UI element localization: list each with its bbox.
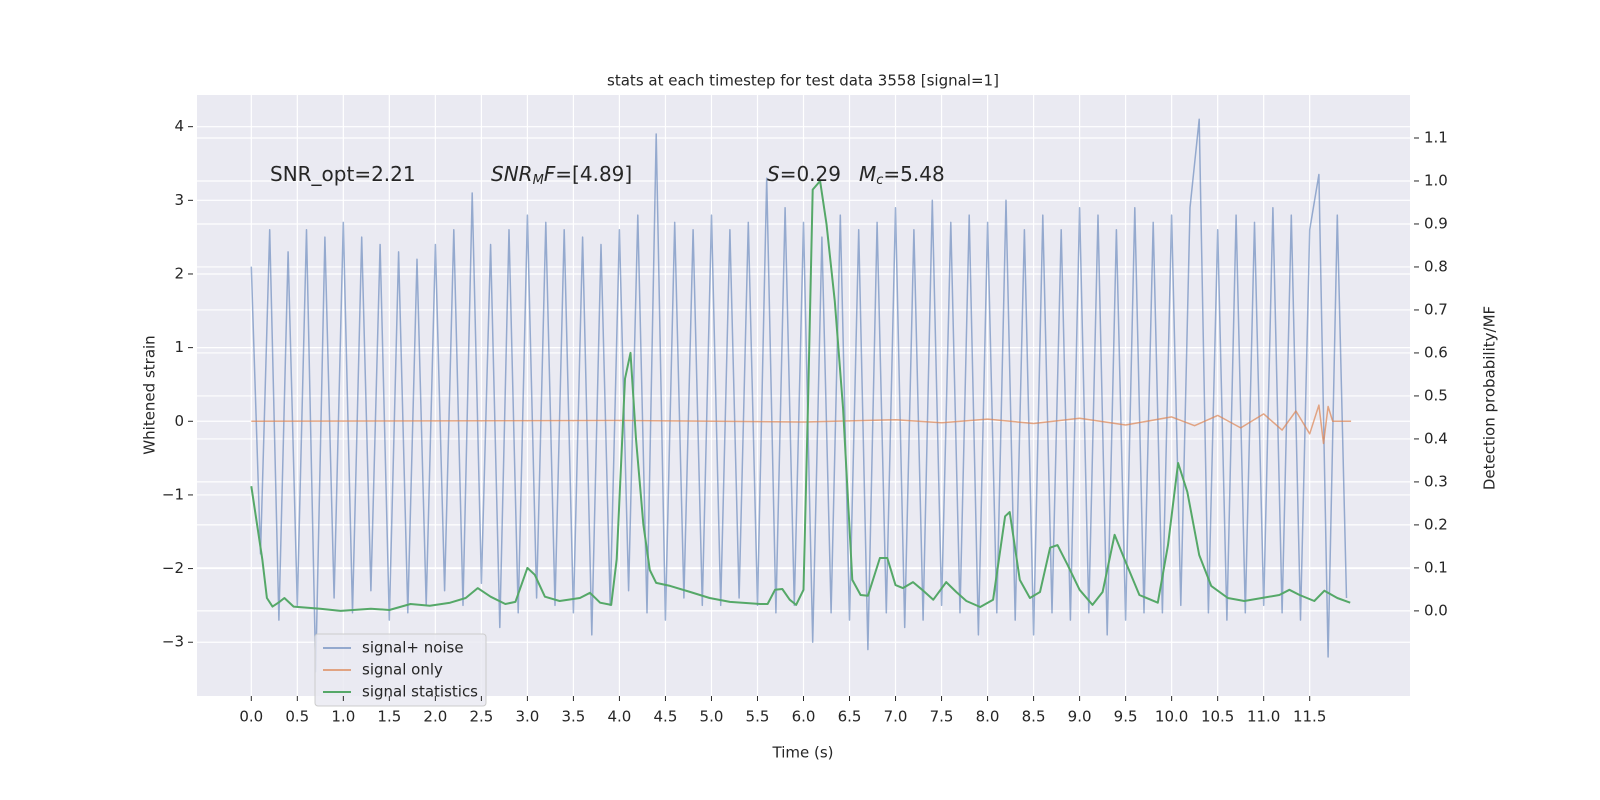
annotation-text: c <box>876 173 883 188</box>
annotation-text: SNR_opt=2.21 <box>270 162 416 186</box>
x-tick-label: 10.5 <box>1201 708 1234 726</box>
y2-tick-label: 0.2 <box>1424 515 1448 533</box>
y-tick-label: 4 <box>174 117 184 135</box>
x-tick-label: 8.5 <box>1022 708 1046 726</box>
x-tick-label: 11.5 <box>1293 708 1326 726</box>
x-tick-label: 0.0 <box>239 708 263 726</box>
series-line <box>250 118 1348 673</box>
annotation-text: F <box>544 162 556 186</box>
y2-tick-label: 0.3 <box>1424 472 1448 490</box>
y-tick-label: 3 <box>174 191 184 209</box>
y-tick-label: 1 <box>174 338 184 356</box>
x-tick-label: 4.5 <box>654 708 678 726</box>
annotation-text: =[4.89] <box>555 162 632 186</box>
x-tick-label: 2.0 <box>423 708 447 726</box>
legend-label: signal statistics <box>362 683 478 701</box>
annotation-text: SNR <box>491 162 533 186</box>
y2-tick-label: 1.0 <box>1424 171 1448 189</box>
x-axis-label: Time (s) <box>772 744 834 762</box>
legend-label: signal+ noise <box>362 639 464 657</box>
x-tick-label: 3.0 <box>515 708 539 726</box>
y-tick-label: −2 <box>162 559 184 577</box>
chart-title: stats at each timestep for test data 355… <box>607 72 999 90</box>
y-tick-label: −3 <box>162 633 184 651</box>
annotation-text: =5.48 <box>883 162 944 186</box>
annotation: SNRMF=[4.89] <box>491 162 632 188</box>
series-line <box>251 404 1352 445</box>
y-tick-label: 2 <box>174 264 184 282</box>
x-tick-label: 0.5 <box>285 708 309 726</box>
legend-box <box>314 633 487 707</box>
marks <box>250 118 1352 673</box>
x-tick-label: 7.5 <box>930 708 954 726</box>
y2-tick-label: 0.0 <box>1424 601 1448 619</box>
x-tick-label: 9.0 <box>1068 708 1092 726</box>
y2-tick-label: 0.6 <box>1424 343 1448 361</box>
y-axis-label: Whitened strain <box>141 335 159 454</box>
y-tick-label: 0 <box>174 412 184 430</box>
y-tick-label: −1 <box>162 485 184 503</box>
y2-tick-label: 1.1 <box>1424 128 1448 146</box>
x-tick-label: 11.0 <box>1247 708 1280 726</box>
y2-tick-label: 0.4 <box>1424 429 1448 447</box>
legend: signal+ noise signal only signal statistic… <box>314 633 487 707</box>
y2-tick-label: 0.8 <box>1424 257 1448 275</box>
annotation-text: M <box>859 162 876 186</box>
y2-tick-label: 0.1 <box>1424 558 1448 576</box>
annotation: SNR_opt=2.21 <box>270 162 416 186</box>
y2-tick-label: 0.9 <box>1424 214 1448 232</box>
annotation: Mc=5.48 <box>859 162 945 188</box>
y2-tick-label: 0.7 <box>1424 300 1448 318</box>
annotation-text: M <box>533 173 544 188</box>
y2-axis-label: Detection probability/MF <box>1481 306 1499 490</box>
x-tick-label: 8.0 <box>976 708 1000 726</box>
x-tick-label: 5.5 <box>746 708 770 726</box>
x-tick-label: 6.0 <box>792 708 816 726</box>
x-tick-label: 4.0 <box>608 708 632 726</box>
x-tick-label: 2.5 <box>469 708 493 726</box>
x-tick-label: 1.5 <box>377 708 401 726</box>
x-tick-label: 9.5 <box>1114 708 1138 726</box>
annotation-text: S <box>767 162 780 186</box>
y2-tick-label: 0.5 <box>1424 386 1448 404</box>
x-tick-label: 10.0 <box>1155 708 1188 726</box>
x-tick-label: 6.5 <box>838 708 862 726</box>
annotation: S=0.29 <box>767 162 841 186</box>
legend-label: signal only <box>362 661 443 679</box>
x-tick-label: 3.5 <box>561 708 585 726</box>
series-line <box>250 180 1351 612</box>
x-tick-label: 1.0 <box>331 708 355 726</box>
x-tick-label: 5.0 <box>700 708 724 726</box>
annotation-text: =0.29 <box>780 162 841 186</box>
x-tick-label: 7.0 <box>884 708 908 726</box>
